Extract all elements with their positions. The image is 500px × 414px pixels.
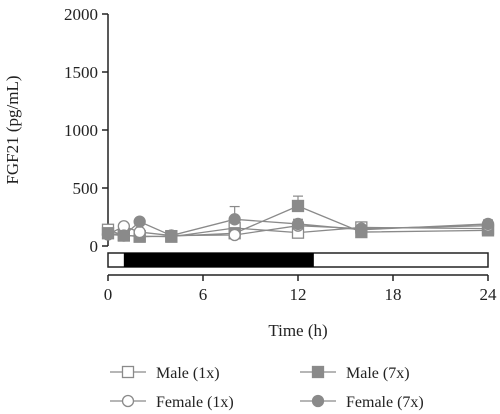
data-point-circle	[228, 213, 241, 226]
y-tick-label: 1000	[64, 121, 98, 140]
data-point-circle	[117, 229, 130, 242]
legend-label: Male (7x)	[346, 365, 410, 382]
legend-label: Male (1x)	[156, 365, 220, 382]
x-tick-label: 6	[199, 285, 208, 304]
x-tick-label: 0	[104, 285, 113, 304]
light-dark-bar	[107, 252, 489, 268]
legend-marker-circle	[311, 394, 325, 408]
y-tick-label: 1500	[64, 63, 98, 82]
legend-marker-circle	[121, 394, 135, 408]
x-tick-label: 12	[290, 285, 307, 304]
data-point-circle	[165, 229, 178, 242]
legend-item: Male (7x)	[300, 365, 410, 382]
series-layer	[101, 195, 495, 243]
x-axis-label: Time (h)	[268, 321, 327, 340]
dark-period-bar	[123, 253, 314, 267]
legend-item: Female (7x)	[300, 394, 424, 411]
legend-marker-square	[121, 365, 135, 379]
data-point-circle	[291, 217, 305, 231]
legend-item: Female (1x)	[110, 394, 234, 411]
y-axis-label: FGF21 (pg/mL)	[3, 75, 22, 184]
data-point-circle	[355, 223, 368, 236]
y-tick-label: 2000	[64, 5, 98, 24]
x-tick-label: 18	[385, 285, 402, 304]
data-point-circle	[481, 217, 495, 231]
legend: Male (1x) Male (7x) Female (1x) Female (7x)	[110, 365, 424, 411]
legend-label: Female (7x)	[346, 394, 424, 411]
data-point-circle	[133, 225, 146, 239]
y-axis-ticks: 0 500 1000 1500 2000	[64, 5, 108, 256]
data-point-circle	[133, 215, 146, 228]
legend-item: Male (1x)	[110, 365, 220, 382]
x-axis-ticks: 0 6 12 18 24	[104, 275, 497, 304]
y-tick-label: 0	[90, 237, 99, 256]
legend-marker-square	[311, 365, 325, 379]
series-female-7x	[101, 205, 495, 242]
data-point-circle	[228, 228, 241, 242]
y-tick-label: 500	[73, 179, 99, 198]
x-tick-label: 24	[480, 285, 498, 304]
legend-label: Female (1x)	[156, 394, 234, 411]
data-point-square	[291, 199, 305, 213]
data-point-circle	[101, 228, 115, 241]
